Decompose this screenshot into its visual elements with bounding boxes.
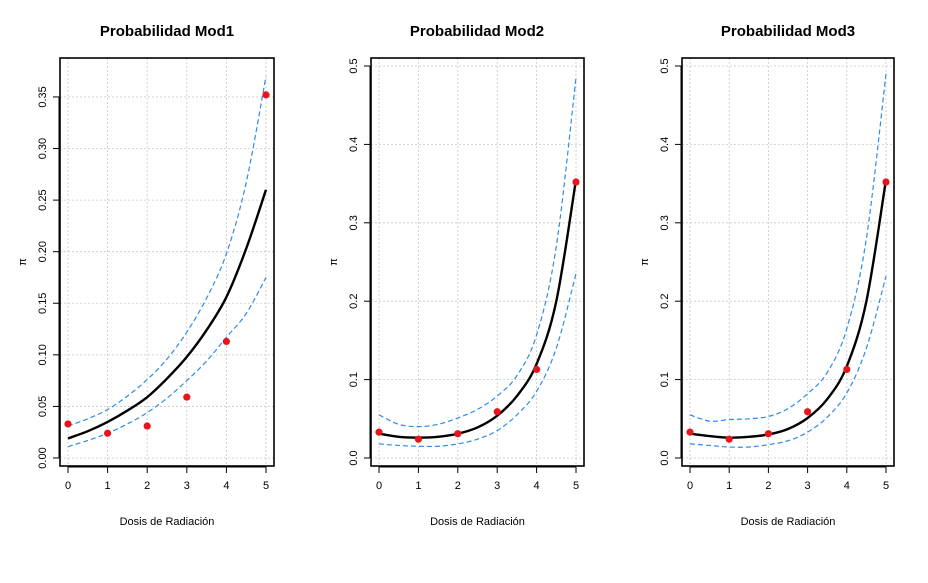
y-tick-label: 0.10 — [37, 344, 49, 365]
chart-title: Probabilidad Mod1 — [100, 23, 234, 40]
chart-title: Probabilidad Mod2 — [410, 23, 544, 40]
x-tick-label: 2 — [765, 480, 771, 492]
grid — [60, 58, 274, 466]
data-point — [262, 91, 270, 99]
grid — [682, 58, 894, 466]
y-axis-label: π — [639, 258, 651, 266]
chart-panel-1: Probabilidad Mod1 0 1 2 3 4 5 0.00 0.05 0.10 0.15 0… — [17, 23, 275, 528]
data-point — [725, 435, 733, 443]
y-tick-label: 0.35 — [37, 86, 49, 107]
y-tick-label: 0.2 — [348, 294, 360, 309]
plot-frame — [59, 57, 275, 467]
data-point — [572, 178, 580, 186]
y-axis-label: π — [17, 258, 29, 266]
plot-frame — [370, 57, 585, 467]
x-tick-label: 1 — [105, 480, 111, 492]
data-point — [686, 428, 694, 436]
y-tick-label: 0.2 — [659, 294, 671, 309]
y-tick-label: 0.1 — [659, 372, 671, 387]
y-tick-label: 0.25 — [37, 189, 49, 210]
data-point — [104, 429, 112, 437]
x-tick-label: 2 — [144, 480, 150, 492]
x-tick-label: 5 — [263, 480, 269, 492]
series-lower-band — [689, 275, 887, 448]
series-upper-band — [67, 76, 267, 427]
y-tick-label: 0.05 — [37, 396, 49, 417]
x-tick-label: 1 — [726, 480, 732, 492]
plot-frame — [681, 57, 895, 467]
y-tick-label: 0.3 — [659, 215, 671, 230]
x-axis-label: Dosis de Radiación — [120, 516, 215, 528]
data-point — [454, 430, 462, 438]
chart-title: Probabilidad Mod3 — [721, 23, 855, 40]
data-point — [375, 428, 383, 436]
y-axis-label: π — [328, 258, 340, 266]
x-axis-label: Dosis de Radiación — [430, 516, 525, 528]
x-tick-label: 3 — [184, 480, 190, 492]
y-tick-label: 0.00 — [37, 447, 49, 468]
data-point — [843, 365, 851, 374]
x-tick-label: 4 — [534, 480, 540, 492]
data-point — [882, 178, 890, 186]
series-upper-band — [378, 77, 577, 428]
x-tick-label: 3 — [494, 480, 500, 492]
x-tick-label: 4 — [223, 480, 229, 492]
series-lower-band — [67, 277, 267, 448]
series-lower-band — [378, 273, 577, 448]
data-point — [804, 408, 812, 416]
x-tick-label: 5 — [573, 480, 579, 492]
y-tick-label: 0.15 — [37, 293, 49, 314]
y-tick-label: 0.1 — [348, 372, 360, 387]
y-tick-label: 0.5 — [659, 58, 671, 73]
data-point — [764, 430, 773, 438]
data-point — [183, 393, 191, 401]
data-point — [414, 435, 422, 443]
chart-panel-3: Probabilidad Mod3 0 1 2 3 4 5 0.0 0.1 0.2 0.3 0.4 0.… — [639, 23, 895, 528]
x-tick-label: 2 — [455, 480, 461, 492]
data-point — [143, 422, 151, 430]
data-point — [493, 408, 501, 416]
y-tick-label: 0.4 — [348, 137, 360, 152]
x-tick-label: 5 — [883, 480, 889, 492]
y-tick-label: 0.0 — [348, 450, 360, 465]
series-fit-line — [378, 179, 578, 439]
series-fit-line — [689, 179, 888, 439]
y-tick-label: 0.0 — [659, 450, 671, 465]
series-fit-line — [67, 189, 268, 440]
x-tick-label: 0 — [687, 480, 693, 492]
x-tick-label: 4 — [844, 480, 850, 492]
x-tick-label: 0 — [65, 480, 71, 492]
y-tick-label: 0.5 — [348, 58, 360, 73]
chart-panel-2: Probabilidad Mod2 0 1 2 3 4 5 0.0 0.1 0.2 0.3 0.4 0.… — [328, 23, 585, 528]
y-tick-label: 0.30 — [37, 138, 49, 159]
data-point — [64, 420, 72, 428]
x-tick-label: 1 — [415, 480, 421, 492]
y-tick-label: 0.4 — [659, 137, 671, 152]
x-axis-label: Dosis de Radiación — [741, 516, 836, 528]
y-tick-label: 0.20 — [37, 241, 49, 262]
y-tick-label: 0.3 — [348, 215, 360, 230]
series-upper-band — [689, 73, 887, 422]
x-tick-label: 3 — [805, 480, 811, 492]
data-point — [222, 337, 230, 346]
grid — [371, 58, 584, 466]
x-tick-label: 0 — [376, 480, 382, 492]
data-point — [533, 365, 541, 374]
